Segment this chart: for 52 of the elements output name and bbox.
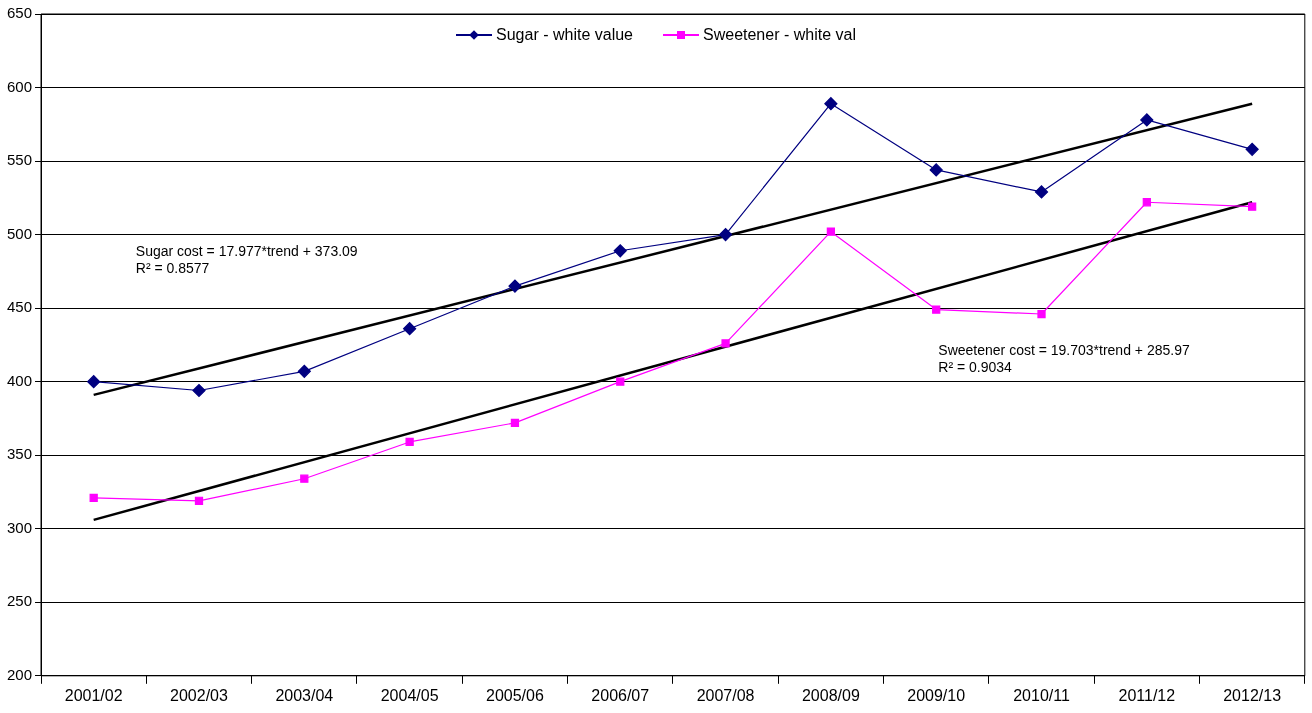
x-tick-label: 2009/10 [907,686,966,704]
x-tick-label: 2001/02 [64,686,123,704]
point [826,227,836,236]
annotation: Sweetener cost = 19.703*trend + 285.97 [938,342,1190,359]
point [929,163,943,177]
point [718,228,733,242]
x-tick-label: 2010/11 [1013,686,1070,704]
annotation: R² = 0.9034 [938,358,1013,375]
y-tick-label: 400 [7,371,33,389]
point [1248,202,1257,211]
point [87,375,101,389]
point [300,474,309,483]
x-tick-label: 2005/06 [486,686,544,704]
x-tick-label: 2006/07 [591,686,650,704]
point [403,322,417,336]
y-tick-label: 300 [7,518,33,536]
x-tick-label: 2007/08 [696,686,755,704]
annotation: Sugar cost = 17.977*trend + 373.09 [135,243,358,260]
x-tick-label: 2011/12 [1118,686,1176,704]
point [297,364,311,378]
x-tick-label: 2012/13 [1223,686,1282,704]
point [616,377,625,386]
y-tick-label: 600 [7,77,33,95]
point [192,383,206,398]
y-tick-label: 550 [7,151,33,169]
point [824,97,838,111]
point [89,493,98,502]
legend-label: Sweetener - white val [703,26,856,44]
y-tick-label: 650 [7,4,33,22]
point [1140,113,1154,127]
legend-label: Sugar - white value [496,26,633,44]
point [1037,309,1046,319]
x-tick-label: 2004/05 [380,686,439,704]
y-tick-label: 200 [7,665,33,683]
point [508,279,522,293]
point [510,418,520,427]
y-tick-label: 500 [7,224,33,242]
point [194,496,204,505]
y-tick-label: 350 [7,445,33,463]
x-tick-label: 2002/03 [170,686,229,704]
y-tick-label: 450 [7,298,33,316]
point [1142,198,1151,207]
point [613,244,627,258]
point [1034,185,1049,199]
x-tick-label: 2008/09 [801,686,860,704]
point [1245,142,1259,156]
point [721,339,730,348]
point [932,305,941,314]
x-tick-label: 2003/04 [275,686,334,704]
point [405,437,414,447]
annotation: R² = 0.8577 [135,259,210,276]
y-tick-label: 250 [7,592,33,610]
